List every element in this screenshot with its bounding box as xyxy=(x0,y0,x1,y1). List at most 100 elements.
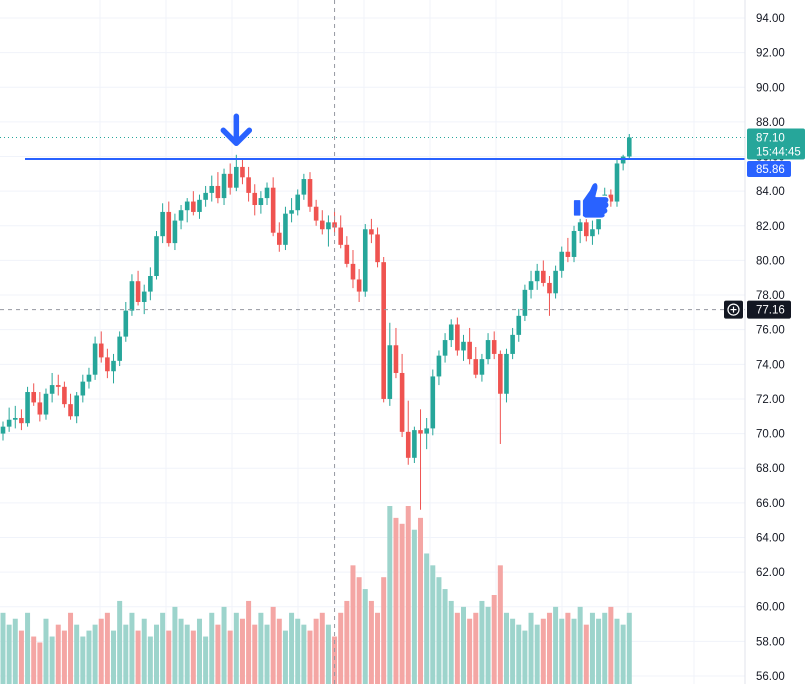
volume-bar xyxy=(98,618,104,684)
y-tick-label: 56.00 xyxy=(756,671,785,683)
volume-bar xyxy=(338,612,344,684)
candle-body xyxy=(74,395,79,417)
candle-body xyxy=(504,353,509,394)
candle-body xyxy=(283,213,288,245)
volume-bar xyxy=(307,630,313,684)
volume-bar xyxy=(55,624,61,684)
volume-bar xyxy=(418,517,424,684)
volume-bar xyxy=(104,612,110,684)
candle-body xyxy=(405,431,411,458)
candlestick-series xyxy=(0,134,632,510)
volume-bar xyxy=(301,624,307,684)
volume-bar xyxy=(473,612,479,684)
candle-body xyxy=(577,222,583,231)
plus-circle-icon[interactable] xyxy=(724,300,743,319)
candle-body xyxy=(510,334,515,354)
candle-body xyxy=(264,187,270,199)
volume-bar xyxy=(325,624,331,684)
volume-bar xyxy=(602,612,608,684)
candle-body xyxy=(516,315,522,335)
volume-bar xyxy=(190,630,196,684)
volume-bar xyxy=(571,618,577,684)
crosshair-price-label: 77.16 xyxy=(756,305,785,317)
plus-icon-ring xyxy=(727,303,740,316)
volume-bar xyxy=(626,612,632,684)
volume-bar xyxy=(289,612,295,684)
volume-bar xyxy=(25,612,31,684)
candle-body xyxy=(430,376,436,429)
candle-body xyxy=(166,211,172,244)
volume-bar xyxy=(295,618,301,684)
volume-bar xyxy=(123,624,129,684)
volume-bar xyxy=(92,624,98,684)
candle-body xyxy=(319,220,325,230)
candle-body xyxy=(418,430,423,434)
candle-body xyxy=(6,419,12,427)
volume-bar xyxy=(510,618,516,684)
candle-body xyxy=(626,137,632,157)
volume-bar xyxy=(436,577,442,684)
y-tick-label: 72.00 xyxy=(756,394,785,406)
price-badges: 87.10 15:44:45 85.86 77.16 xyxy=(724,128,805,319)
candle-body xyxy=(473,359,479,375)
resistance-label: 85.86 xyxy=(756,164,785,176)
candle-body xyxy=(442,340,448,356)
candle-body xyxy=(154,236,159,277)
candle-body xyxy=(295,194,301,211)
volume-bar xyxy=(258,612,264,684)
candle-body xyxy=(141,291,147,302)
volume-bar xyxy=(479,600,485,684)
volume-bar xyxy=(239,618,245,684)
candle-body xyxy=(135,281,141,302)
candle-body xyxy=(184,201,190,211)
volume-bar xyxy=(540,618,546,684)
volume-bar xyxy=(18,630,24,684)
volume-bar xyxy=(160,612,166,684)
candle-body xyxy=(252,192,258,206)
candle-body xyxy=(498,353,503,394)
volume-bar xyxy=(368,600,374,684)
thumb-hand xyxy=(581,181,610,220)
candle-body xyxy=(98,343,104,358)
y-tick-label: 64.00 xyxy=(756,532,785,544)
volume-bar xyxy=(448,600,454,684)
candle-body xyxy=(590,229,595,237)
candle-body xyxy=(528,281,534,290)
volume-bar xyxy=(485,606,491,684)
volume-bar xyxy=(166,630,172,684)
candle-body xyxy=(197,199,202,212)
candle-body xyxy=(387,345,393,399)
price-axis[interactable]: 94.0092.0090.0088.0086.0084.0082.0080.00… xyxy=(744,0,785,684)
candle-body xyxy=(571,230,577,257)
countdown-label: 15:44:45 xyxy=(756,146,801,158)
candle-body xyxy=(479,359,485,375)
y-tick-label: 76.00 xyxy=(756,325,785,337)
candle-body xyxy=(412,430,417,458)
volume-bar xyxy=(313,618,319,684)
candle-body xyxy=(375,234,380,263)
volume-bar xyxy=(147,636,153,684)
volume-bar xyxy=(362,589,368,684)
volume-bar xyxy=(184,624,190,684)
volume-bar xyxy=(117,600,123,684)
volume-bar xyxy=(49,636,55,684)
candle-body xyxy=(356,279,362,292)
candle-body xyxy=(436,355,442,377)
y-tick-label: 78.00 xyxy=(756,290,785,302)
candle-body xyxy=(203,192,208,200)
volume-bar xyxy=(405,506,411,684)
volume-bar xyxy=(332,636,338,684)
candle-body xyxy=(559,251,565,271)
volume-bar xyxy=(614,618,620,684)
volume-bar xyxy=(270,606,276,684)
candle-body xyxy=(522,289,528,316)
candle-body xyxy=(92,343,98,375)
volume-bar xyxy=(233,612,239,684)
y-tick-label: 60.00 xyxy=(756,602,785,614)
y-tick-label: 94.00 xyxy=(756,13,785,25)
volume-bar xyxy=(12,618,18,684)
annotation-icons xyxy=(220,113,610,220)
volume-bar xyxy=(596,618,602,684)
volume-bar xyxy=(154,624,159,684)
